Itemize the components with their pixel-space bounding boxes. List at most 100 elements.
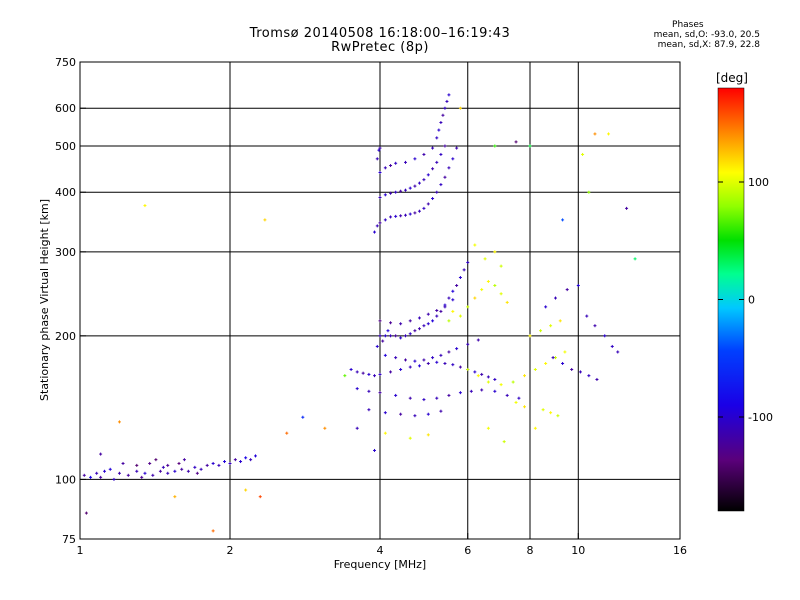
data-point: [451, 289, 455, 293]
data-point: [285, 431, 289, 435]
data-point: [373, 448, 377, 452]
data-point: [413, 359, 417, 363]
data-point: [443, 305, 447, 309]
data-point: [462, 268, 466, 272]
data-point: [544, 361, 548, 365]
data-point: [493, 250, 497, 254]
data-point: [126, 473, 130, 477]
data-point: [378, 170, 382, 174]
data-point: [211, 529, 215, 533]
data-point: [455, 347, 459, 351]
data-point: [135, 463, 139, 467]
data-point: [480, 372, 484, 376]
data-point: [186, 469, 190, 473]
data-point: [514, 140, 518, 144]
data-point: [383, 353, 387, 357]
phases-o-stats: mean, sd,O: -93.0, 20.5: [653, 30, 760, 40]
data-point: [466, 305, 470, 309]
x-axis-label: Frequency [MHz]: [334, 558, 426, 571]
data-point: [355, 387, 359, 391]
data-point: [435, 136, 439, 140]
data-point: [148, 461, 152, 465]
data-point: [447, 93, 451, 97]
data-point: [403, 188, 407, 192]
data-point: [447, 166, 451, 170]
data-point: [408, 332, 412, 336]
data-point: [593, 132, 597, 136]
data-point: [441, 113, 445, 117]
data-point: [389, 215, 393, 219]
data-point: [99, 475, 103, 479]
phases-x-stats: mean, sd,X: 87.9, 22.8: [657, 40, 760, 50]
data-point: [394, 190, 398, 194]
data-point: [595, 377, 599, 381]
data-point: [378, 195, 382, 199]
data-point: [394, 393, 398, 397]
data-point: [458, 314, 462, 318]
data-point: [458, 391, 462, 395]
data-point: [233, 458, 237, 462]
data-point: [177, 461, 181, 465]
data-point: [581, 152, 585, 156]
data-point: [431, 167, 435, 171]
data-point: [439, 152, 443, 156]
data-point: [539, 329, 543, 333]
data-point: [603, 334, 607, 338]
data-point: [349, 367, 353, 371]
data-point: [431, 197, 435, 201]
data-point: [625, 206, 629, 210]
data-point: [486, 380, 490, 384]
data-point: [493, 389, 497, 393]
data-point: [511, 380, 515, 384]
data-point: [375, 224, 379, 228]
data-point: [458, 365, 462, 369]
data-point: [383, 334, 387, 338]
data-point: [143, 471, 147, 475]
data-point: [458, 276, 462, 280]
data-point: [378, 319, 382, 323]
data-point: [408, 396, 412, 400]
data-point: [399, 322, 403, 326]
data-point: [556, 414, 560, 418]
data-point: [413, 329, 417, 333]
data-point: [565, 288, 569, 292]
data-point: [447, 296, 451, 300]
data-point: [375, 344, 379, 348]
data-point: [383, 411, 387, 415]
data-point: [413, 157, 417, 161]
data-point: [426, 322, 430, 326]
data-point: [422, 398, 426, 402]
data-point: [447, 393, 451, 397]
data-point: [435, 160, 439, 164]
data-point: [523, 405, 527, 409]
phases-legend-box: Phases mean, sd,O: -93.0, 20.5 mean, sd,…: [654, 20, 760, 50]
data-point: [301, 415, 305, 419]
data-point: [553, 296, 557, 300]
data-point: [378, 372, 382, 376]
data-point: [389, 321, 393, 325]
data-point: [367, 372, 371, 376]
y-tick-label: 750: [55, 56, 76, 69]
data-point: [211, 461, 215, 465]
data-point: [383, 431, 387, 435]
data-point: [426, 361, 430, 365]
data-point: [422, 152, 426, 156]
y-tick-label: 600: [55, 102, 76, 115]
data-point: [435, 190, 439, 194]
data-point: [193, 465, 197, 469]
x-tick-label: 1: [77, 544, 84, 557]
data-point: [408, 319, 412, 323]
data-point: [473, 243, 477, 247]
data-point: [480, 388, 484, 392]
data-point: [355, 426, 359, 430]
data-point: [528, 144, 532, 148]
data-point: [117, 420, 121, 424]
data-point: [486, 426, 490, 430]
x-tick-label: 6: [464, 544, 471, 557]
y-tick-label: 100: [55, 473, 76, 486]
data-point: [117, 471, 121, 475]
colorbar-tick-label: -100: [748, 411, 773, 424]
data-point: [408, 212, 412, 216]
data-point: [439, 183, 443, 187]
data-point: [576, 283, 580, 287]
